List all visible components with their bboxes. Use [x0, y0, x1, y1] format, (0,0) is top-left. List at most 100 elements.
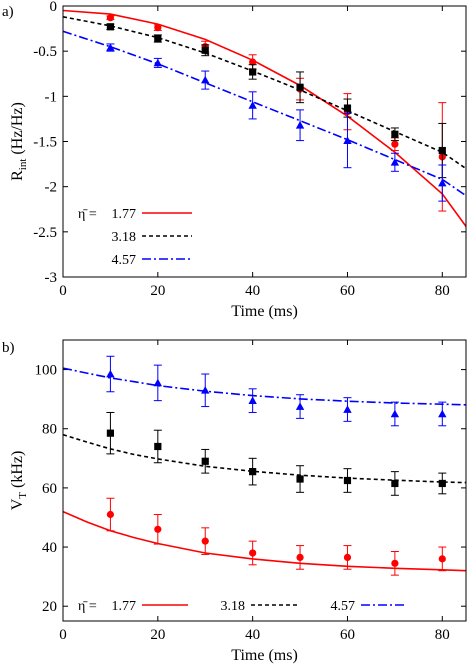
legend-label-1.77: 1.77 — [112, 599, 137, 614]
legend: η̄ = 1.77 3.18 4.57 — [78, 599, 407, 614]
y-tick-label: 40 — [42, 540, 57, 556]
data-point-3.18 — [391, 479, 399, 488]
data-point-4.57 — [438, 178, 447, 187]
data-point-1.77 — [201, 537, 209, 545]
y-axis-title-main: V — [9, 498, 26, 510]
data-point-3.18 — [201, 457, 209, 465]
legend: η̄ = 1.77 3.18 4.57 — [78, 207, 192, 268]
data-point-3.18 — [391, 130, 399, 138]
data-point-1.77 — [249, 549, 257, 557]
data-point-4.57 — [438, 409, 447, 418]
data-point-1.77 — [106, 14, 115, 22]
data-point-4.57 — [295, 402, 305, 410]
fit-line-1.77 — [63, 9, 466, 227]
data-point-4.57 — [201, 386, 210, 394]
y-axis-title-sub: int — [17, 159, 29, 171]
data-point-1.77 — [154, 525, 162, 533]
data-point-4.57 — [153, 58, 163, 67]
data-point-1.77 — [391, 140, 399, 148]
plot-area — [63, 9, 466, 227]
data-point-4.57 — [248, 101, 257, 109]
y-tick-label: -2.5 — [33, 225, 57, 241]
x-tick-label: 40 — [245, 283, 260, 299]
x-tick-label: 0 — [59, 283, 67, 299]
x-axis-title: Time (ms) — [231, 303, 298, 320]
y-axis-title-main: R — [9, 170, 26, 181]
data-point-3.18 — [343, 476, 352, 485]
legend-header: η̄ = — [78, 207, 97, 222]
data-point-3.18 — [106, 429, 115, 437]
legend-label-3.18: 3.18 — [221, 599, 246, 614]
x-tick-label: 40 — [245, 627, 260, 643]
data-point-4.57 — [153, 378, 163, 387]
fit-line-4.57 — [63, 367, 466, 406]
data-point-1.77 — [106, 510, 115, 519]
data-point-4.57 — [106, 369, 115, 378]
y-tick-label: 100 — [35, 363, 58, 379]
data-point-3.18 — [343, 104, 352, 112]
data-point-4.57 — [295, 121, 305, 129]
data-point-1.77 — [249, 58, 257, 66]
data-point-3.18 — [249, 68, 257, 76]
data-point-4.57 — [201, 75, 210, 84]
y-tick-label: 20 — [42, 599, 57, 615]
x-tick-label: 60 — [340, 627, 355, 643]
series-4.57 — [63, 30, 466, 202]
legend-label-1.77: 1.77 — [112, 207, 137, 222]
legend-label-3.18: 3.18 — [112, 230, 137, 245]
y-axis-title-sub: T — [17, 492, 29, 499]
data-point-3.18 — [249, 468, 257, 476]
data-point-1.77 — [343, 553, 352, 562]
series-1.77 — [63, 497, 466, 576]
data-point-3.18 — [154, 34, 162, 43]
y-tick-label: 60 — [42, 481, 57, 497]
fit-line-3.18 — [63, 433, 466, 484]
data-point-3.18 — [154, 442, 162, 451]
y-tick-label: 0 — [50, 0, 58, 15]
y-tick-label: -1 — [45, 89, 58, 105]
axes-frame — [62, 339, 467, 622]
data-point-3.18 — [296, 83, 304, 91]
x-tick-label: 0 — [59, 627, 67, 643]
y-tick-label: -0.5 — [33, 44, 57, 60]
y-axis-title-unit: (kHz) — [9, 451, 26, 492]
series-4.57 — [63, 355, 466, 427]
y-tick-label: 80 — [42, 422, 57, 438]
x-tick-label: 20 — [150, 627, 165, 643]
x-tick-label: 20 — [150, 283, 165, 299]
data-point-3.18 — [201, 46, 209, 54]
data-point-4.57 — [106, 43, 115, 51]
y-axis-title-unit: (Hz/Hz) — [9, 102, 26, 158]
y-tick-label: -2 — [45, 180, 58, 196]
data-point-4.57 — [390, 409, 400, 418]
data-point-3.18 — [438, 479, 446, 488]
series-3.18 — [63, 16, 466, 179]
x-tick-label: 80 — [435, 627, 450, 643]
x-tick-label: 60 — [340, 283, 355, 299]
fit-line-4.57 — [63, 30, 466, 197]
panel-label: b) — [2, 340, 15, 356]
x-tick-label: 80 — [435, 283, 450, 299]
y-tick-label: -3 — [45, 270, 58, 286]
data-point-4.57 — [390, 158, 400, 166]
fit-line-1.77 — [63, 510, 466, 572]
legend-label-4.57: 4.57 — [112, 253, 137, 268]
series-3.18 — [63, 411, 466, 496]
data-point-4.57 — [343, 136, 352, 144]
data-point-1.77 — [438, 555, 446, 563]
legend-label-4.57: 4.57 — [331, 599, 356, 614]
legend-header: η̄ = — [78, 599, 97, 614]
panel-label: a) — [2, 4, 14, 20]
axes-frame — [62, 5, 467, 278]
data-point-1.77 — [391, 559, 399, 567]
fit-line-3.18 — [63, 16, 466, 170]
y-axis-title: VT (kHz) — [9, 451, 29, 511]
panel-a: a) 0 20 40 60 80 -3 -2.5 -2 -1.5 -1 -0.5 0 Time (ms) R… — [2, 0, 467, 320]
data-point-3.18 — [106, 23, 115, 31]
data-point-4.57 — [248, 396, 257, 404]
data-point-4.57 — [343, 405, 352, 413]
data-point-3.18 — [438, 146, 446, 155]
data-point-1.77 — [296, 553, 304, 562]
